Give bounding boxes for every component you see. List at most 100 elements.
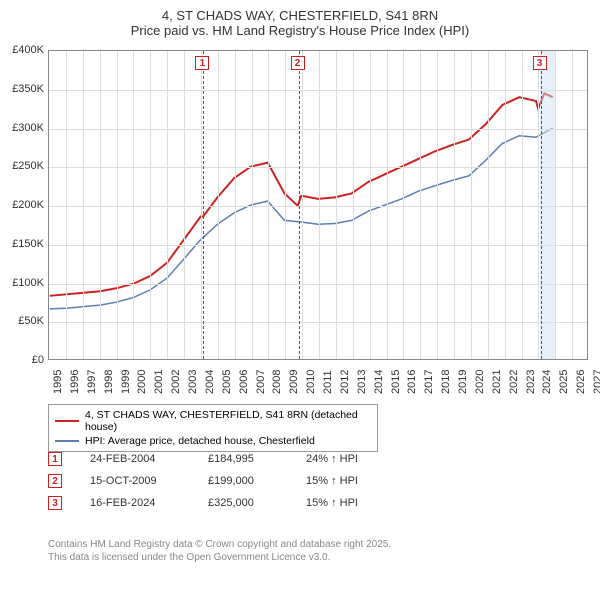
gridline-vertical [454,51,455,359]
x-axis-label: 2007 [255,370,267,394]
gridline-vertical [201,51,202,359]
y-axis-label: £300K [0,122,44,134]
sale-row-marker: 3 [48,496,62,510]
footer-line2: This data is licensed under the Open Gov… [48,551,391,564]
sale-marker-line [203,51,204,359]
sale-delta: 24% ↑ HPI [306,453,396,465]
gridline-vertical [319,51,320,359]
x-axis-label: 1999 [120,370,132,394]
gridline-vertical [572,51,573,359]
x-axis-label: 2000 [136,370,148,394]
gridline-vertical [150,51,151,359]
gridline-vertical [100,51,101,359]
gridline-vertical [285,51,286,359]
sale-delta: 15% ↑ HPI [306,497,396,509]
gridline-vertical [235,51,236,359]
sale-row: 2 15-OCT-2009 £199,000 15% ↑ HPI [48,470,396,492]
x-axis-label: 1995 [52,370,64,394]
sales-table: 1 24-FEB-2004 £184,995 24% ↑ HPI 2 15-OCT-200… [48,448,396,514]
x-axis-label: 2009 [288,370,300,394]
gridline-vertical [66,51,67,359]
x-axis-label: 2020 [474,370,486,394]
gridline-vertical [302,51,303,359]
y-axis-label: £400K [0,44,44,56]
legend-row: 4, ST CHADS WAY, CHESTERFIELD, S41 8RN (… [55,408,371,434]
legend-row: HPI: Average price, detached house, Ches… [55,434,371,448]
x-axis-label: 2002 [170,370,182,394]
chart-legend: 4, ST CHADS WAY, CHESTERFIELD, S41 8RN (… [48,404,378,452]
x-axis-label: 2008 [271,370,283,394]
sale-row: 3 16-FEB-2024 £325,000 15% ↑ HPI [48,492,396,514]
sale-row-marker: 1 [48,452,62,466]
sale-delta: 15% ↑ HPI [306,475,396,487]
sale-row: 1 24-FEB-2004 £184,995 24% ↑ HPI [48,448,396,470]
sale-marker-box: 1 [195,56,209,70]
gridline-horizontal [49,206,587,207]
gridline-vertical [522,51,523,359]
footer-attribution: Contains HM Land Registry data © Crown c… [48,538,391,564]
gridline-vertical [488,51,489,359]
x-axis-label: 2021 [491,370,503,394]
legend-swatch [55,440,79,442]
x-axis-label: 2011 [322,370,334,394]
x-axis-label: 2012 [339,370,351,394]
gridline-horizontal [49,322,587,323]
gridline-vertical [336,51,337,359]
footer-line1: Contains HM Land Registry data © Crown c… [48,538,391,551]
x-axis-label: 2016 [406,370,418,394]
x-axis-label: 1997 [86,370,98,394]
chart-plot-area [48,50,588,360]
sale-price: £325,000 [208,497,278,509]
sale-price: £199,000 [208,475,278,487]
gridline-horizontal [49,90,587,91]
legend-label: HPI: Average price, detached house, Ches… [85,435,315,447]
x-axis-label: 2023 [525,370,537,394]
sale-date: 24-FEB-2004 [90,453,180,465]
x-axis-label: 2022 [508,370,520,394]
gridline-vertical [471,51,472,359]
gridline-horizontal [49,129,587,130]
title-subtitle: Price paid vs. HM Land Registry's House … [0,23,600,38]
gridline-vertical [167,51,168,359]
gridline-vertical [252,51,253,359]
gridline-vertical [437,51,438,359]
sale-marker-box: 2 [291,56,305,70]
gridline-vertical [117,51,118,359]
sale-marker-box: 3 [533,56,547,70]
sale-date: 16-FEB-2024 [90,497,180,509]
x-axis-label: 2024 [541,370,553,394]
gridline-vertical [268,51,269,359]
gridline-vertical [403,51,404,359]
x-axis-label: 1998 [103,370,115,394]
sale-price: £184,995 [208,453,278,465]
x-axis-label: 2026 [575,370,587,394]
x-axis-label: 2003 [187,370,199,394]
x-axis-label: 2001 [153,370,165,394]
y-axis-label: £250K [0,160,44,172]
x-axis-label: 2018 [440,370,452,394]
sale-row-marker: 2 [48,474,62,488]
gridline-vertical [184,51,185,359]
gridline-vertical [420,51,421,359]
x-axis-label: 2004 [204,370,216,394]
gridline-horizontal [49,284,587,285]
y-axis-label: £50K [0,315,44,327]
sale-date: 15-OCT-2009 [90,475,180,487]
gridline-vertical [133,51,134,359]
title-address: 4, ST CHADS WAY, CHESTERFIELD, S41 8RN [0,8,600,23]
x-axis-label: 2015 [390,370,402,394]
gridline-horizontal [49,167,587,168]
y-axis-label: £200K [0,199,44,211]
x-axis-label: 1996 [69,370,81,394]
gridline-vertical [555,51,556,359]
y-axis-label: £0 [0,354,44,366]
x-axis-label: 2013 [356,370,368,394]
x-axis-label: 2017 [423,370,435,394]
legend-label: 4, ST CHADS WAY, CHESTERFIELD, S41 8RN (… [85,409,371,433]
chart-container: 4, ST CHADS WAY, CHESTERFIELD, S41 8RN P… [0,0,600,590]
chart-title: 4, ST CHADS WAY, CHESTERFIELD, S41 8RN P… [0,0,600,42]
y-axis-label: £100K [0,277,44,289]
gridline-vertical [218,51,219,359]
x-axis-label: 2019 [457,370,469,394]
gridline-vertical [353,51,354,359]
